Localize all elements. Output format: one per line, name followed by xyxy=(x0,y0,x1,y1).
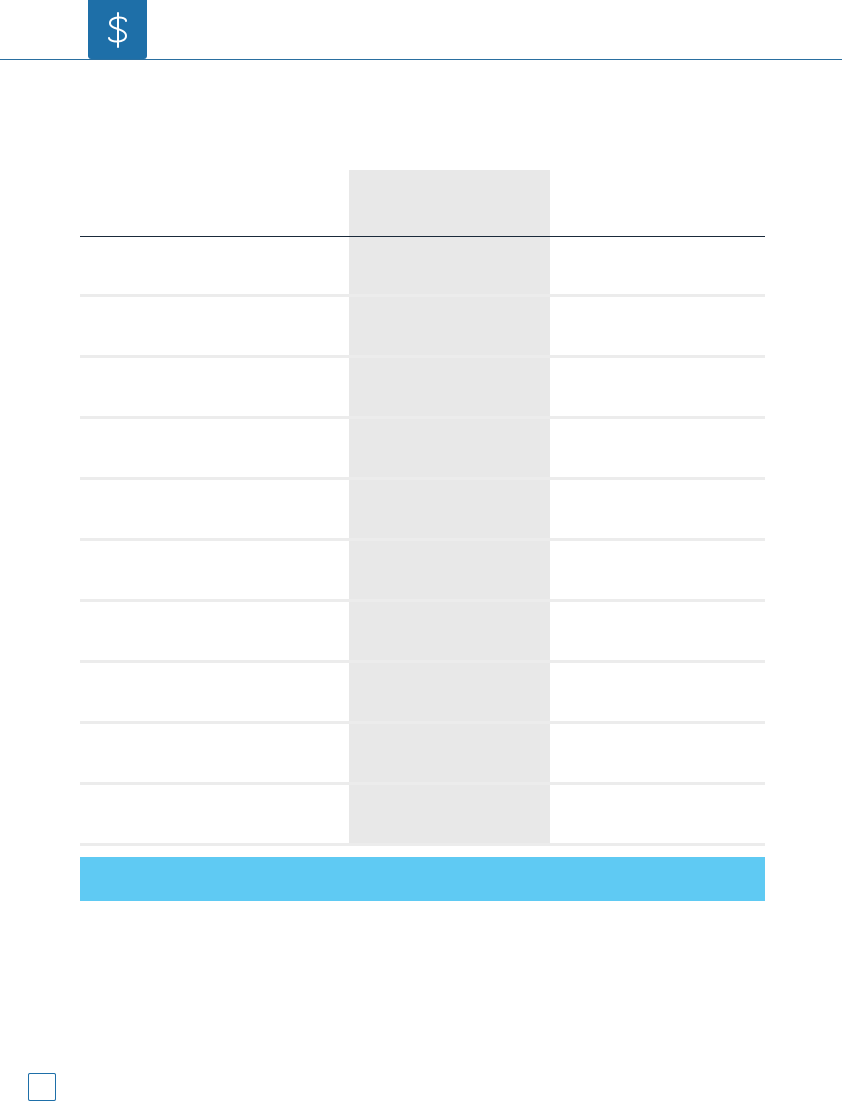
table-cell xyxy=(80,541,349,599)
table-row xyxy=(80,663,765,724)
table-cell xyxy=(80,480,349,538)
data-table xyxy=(80,170,765,846)
table-cell xyxy=(550,724,765,782)
page-number xyxy=(29,1074,55,1100)
table-cell xyxy=(349,480,550,538)
table-cell xyxy=(80,358,349,416)
table-cell xyxy=(349,358,550,416)
table-cell xyxy=(349,419,550,477)
table-header xyxy=(80,170,765,237)
header-rule xyxy=(0,59,842,60)
table-cell xyxy=(550,663,765,721)
table-cell xyxy=(550,358,765,416)
logo-badge xyxy=(88,0,147,59)
table-cell xyxy=(80,724,349,782)
table-cell xyxy=(349,785,550,843)
table-cell xyxy=(550,297,765,355)
table-cell xyxy=(349,236,550,294)
table-cell xyxy=(550,602,765,660)
table-cell xyxy=(80,297,349,355)
table-cell xyxy=(550,785,765,843)
header-divider xyxy=(80,236,765,237)
table-row xyxy=(80,785,765,846)
highlighted-column xyxy=(349,170,550,845)
table-row xyxy=(80,480,765,541)
table-row xyxy=(80,236,765,297)
table-cell xyxy=(349,602,550,660)
table-cell xyxy=(349,297,550,355)
table-cell xyxy=(550,480,765,538)
table-cell xyxy=(550,419,765,477)
table-body xyxy=(80,236,765,846)
table-cell xyxy=(80,785,349,843)
table-cell xyxy=(80,419,349,477)
table-cell xyxy=(80,663,349,721)
page-number-box xyxy=(28,1073,56,1101)
table-cell xyxy=(80,602,349,660)
table-cell xyxy=(349,724,550,782)
table-cell xyxy=(349,541,550,599)
table-row xyxy=(80,419,765,480)
table-row xyxy=(80,602,765,663)
table-row xyxy=(80,358,765,419)
table-cell xyxy=(550,541,765,599)
table-row xyxy=(80,724,765,785)
table-row xyxy=(80,541,765,602)
dollar-sign-icon xyxy=(107,11,127,48)
table-cell xyxy=(80,236,349,294)
table-row xyxy=(80,297,765,358)
table-cell xyxy=(349,663,550,721)
table-cell xyxy=(550,236,765,294)
total-row xyxy=(80,857,765,901)
